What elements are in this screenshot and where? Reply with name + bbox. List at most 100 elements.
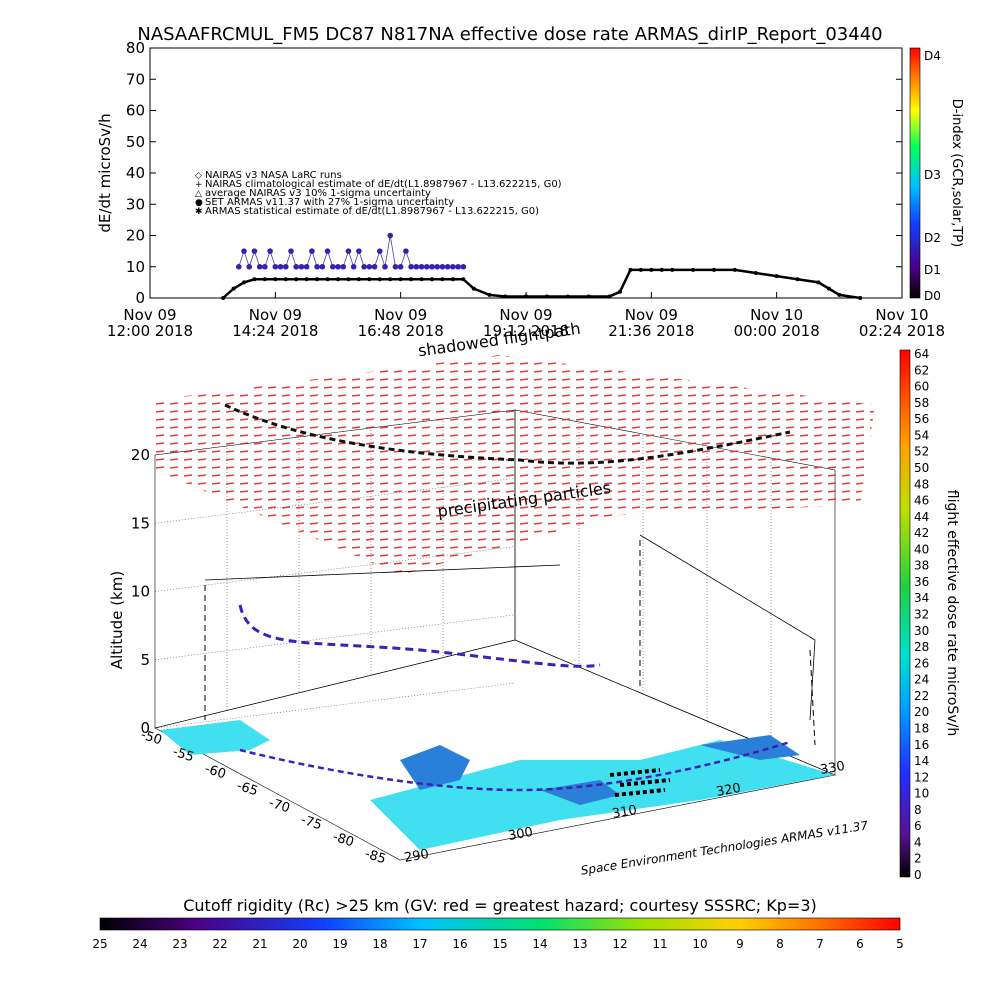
altitude-tick-label: 20: [131, 446, 150, 464]
dose-rate-tick: 40: [914, 542, 929, 556]
armas-point: [293, 263, 300, 270]
dose-rate-tick: 36: [914, 575, 929, 589]
dose-rate-tick: 18: [914, 721, 929, 735]
statistical-point: [826, 286, 831, 291]
legend-entry: NAIRAS climatological estimate of dE/dt(…: [205, 179, 562, 190]
statistical-point: [398, 277, 403, 282]
statistical-point: [712, 267, 716, 272]
dose-rate-tick: 30: [914, 624, 929, 638]
y-tick-label: 30: [126, 195, 145, 213]
longitude-tick-label: 300: [507, 825, 534, 844]
longitude-ticks: 290 300 310 320 330: [403, 759, 846, 866]
armas-point: [335, 263, 341, 270]
armas-point: [413, 263, 420, 270]
armas-point: [314, 263, 320, 270]
armas-point: [277, 263, 284, 270]
d-index-tick: D4: [924, 49, 941, 63]
altitude-tick-label: 10: [131, 583, 150, 601]
dose-rate-tick: 2: [914, 852, 922, 866]
armas-point: [319, 263, 326, 270]
dose-rate-tick: 60: [914, 380, 929, 394]
altitude-ticks: 20 15 10 5 0: [131, 409, 516, 737]
dose-rate-tick: 58: [914, 396, 929, 410]
armas-point: [408, 263, 414, 270]
statistical-point: [304, 277, 309, 282]
x-tick-label-time: 12:00 2018: [107, 322, 193, 340]
dose-rate-tick: 42: [914, 526, 929, 540]
dose-rate-tick: 38: [914, 559, 929, 573]
statistical-point: [242, 280, 246, 285]
altitude-profile-dashed: [204, 540, 816, 746]
statistical-point: [691, 267, 696, 272]
dose-rate-tick: 56: [914, 412, 929, 426]
statistical-point: [262, 277, 267, 282]
ground-track: [239, 740, 791, 792]
altitude-tick-label: 0: [140, 719, 150, 737]
armas-point: [241, 248, 247, 254]
cutoff-rigidity-tick: 22: [212, 937, 227, 951]
cutoff-rigidity-tick: 6: [856, 937, 864, 951]
legend-entry: average NAIRAS v3 10% 1-sigma uncertaint…: [205, 188, 431, 199]
dose-rate-tick: 24: [914, 673, 929, 687]
flightpath-3d-plot: 20 15 10 5 0 Altitude (km) -50 -55 -60 -65 -70 -7…: [108, 319, 875, 878]
series-layer: [221, 232, 863, 300]
armas-point: [356, 248, 362, 254]
dose-rate-tick: 62: [914, 363, 929, 377]
x-tick-label-date: Nov 09: [123, 306, 176, 324]
statistical-point: [607, 294, 612, 299]
altitude-profile-upper: [204, 534, 816, 721]
cutoff-rigidity-tick: 24: [132, 937, 147, 951]
statistical-point: [816, 280, 821, 285]
latitude-tick-label: -70: [267, 796, 292, 817]
statistical-point: [430, 277, 434, 282]
y-axis-ticks: 80 70 60 50 40 30 20 10 0: [126, 39, 902, 307]
cutoff-rigidity-tick: 10: [692, 937, 707, 951]
statistical-point: [670, 267, 675, 272]
y-tick-label: 50: [126, 133, 145, 151]
x-tick-label-time: 02:24 2018: [859, 322, 945, 340]
dose-rate-tick: 16: [914, 738, 929, 752]
dose-rate-label: flight effective dose rate microSv/h: [944, 490, 960, 736]
x-tick-label-date: Nov 10: [875, 306, 928, 324]
d-index-colorbar: [909, 47, 921, 299]
statistical-point: [544, 294, 549, 299]
armas-point: [282, 263, 289, 270]
dose-rate-tick: 22: [914, 689, 929, 703]
flight-altitude-track: [238, 604, 601, 668]
legend-symbol: ●: [195, 198, 203, 208]
armas-point: [418, 263, 425, 270]
cutoff-rigidity-tick: 14: [532, 937, 547, 951]
armas-point: [382, 263, 388, 270]
altitude-tick-label: 5: [140, 651, 150, 669]
armas-point: [303, 263, 310, 270]
d-index-tick: D0: [924, 289, 941, 303]
dose-rate-tick: 6: [914, 819, 922, 833]
longitude-tick-label: 290: [403, 847, 430, 866]
cutoff-rigidity-tick: 21: [252, 937, 267, 951]
latitude-tick-label: -65: [235, 779, 260, 800]
legend-entry: NAIRAS v3 NASA LaRC runs: [205, 170, 342, 181]
dose-rate-tick: 26: [914, 656, 929, 670]
dose-rate-tick: 12: [914, 770, 929, 784]
statistical-point: [487, 292, 492, 297]
statistical-point: [336, 277, 340, 282]
dose-rate-tick: 44: [914, 510, 929, 524]
statistical-point: [367, 277, 372, 282]
x-tick-label-time: 00:00 2018: [734, 322, 820, 340]
legend: ◇ NAIRAS v3 NASA LaRC runs+ NAIRAS climato…: [195, 170, 562, 217]
armas-point: [329, 263, 336, 270]
cutoff-rigidity-tick: 17: [412, 937, 427, 951]
armas-point: [262, 263, 268, 270]
flight-path-traces: [204, 403, 816, 797]
statistical-point: [837, 292, 842, 297]
armas-point: [324, 248, 331, 254]
statistical-point: [283, 277, 288, 282]
statistical-point: [450, 277, 455, 282]
cutoff-rigidity-tick: 20: [292, 937, 307, 951]
legend-entry: SET ARMAS v11.37 with 27% 1-sigma uncert…: [205, 197, 454, 208]
cutoff-rigidity-tick: 16: [452, 937, 467, 951]
armas-point: [309, 248, 315, 254]
x-tick-label-time: 21:36 2018: [608, 322, 694, 340]
